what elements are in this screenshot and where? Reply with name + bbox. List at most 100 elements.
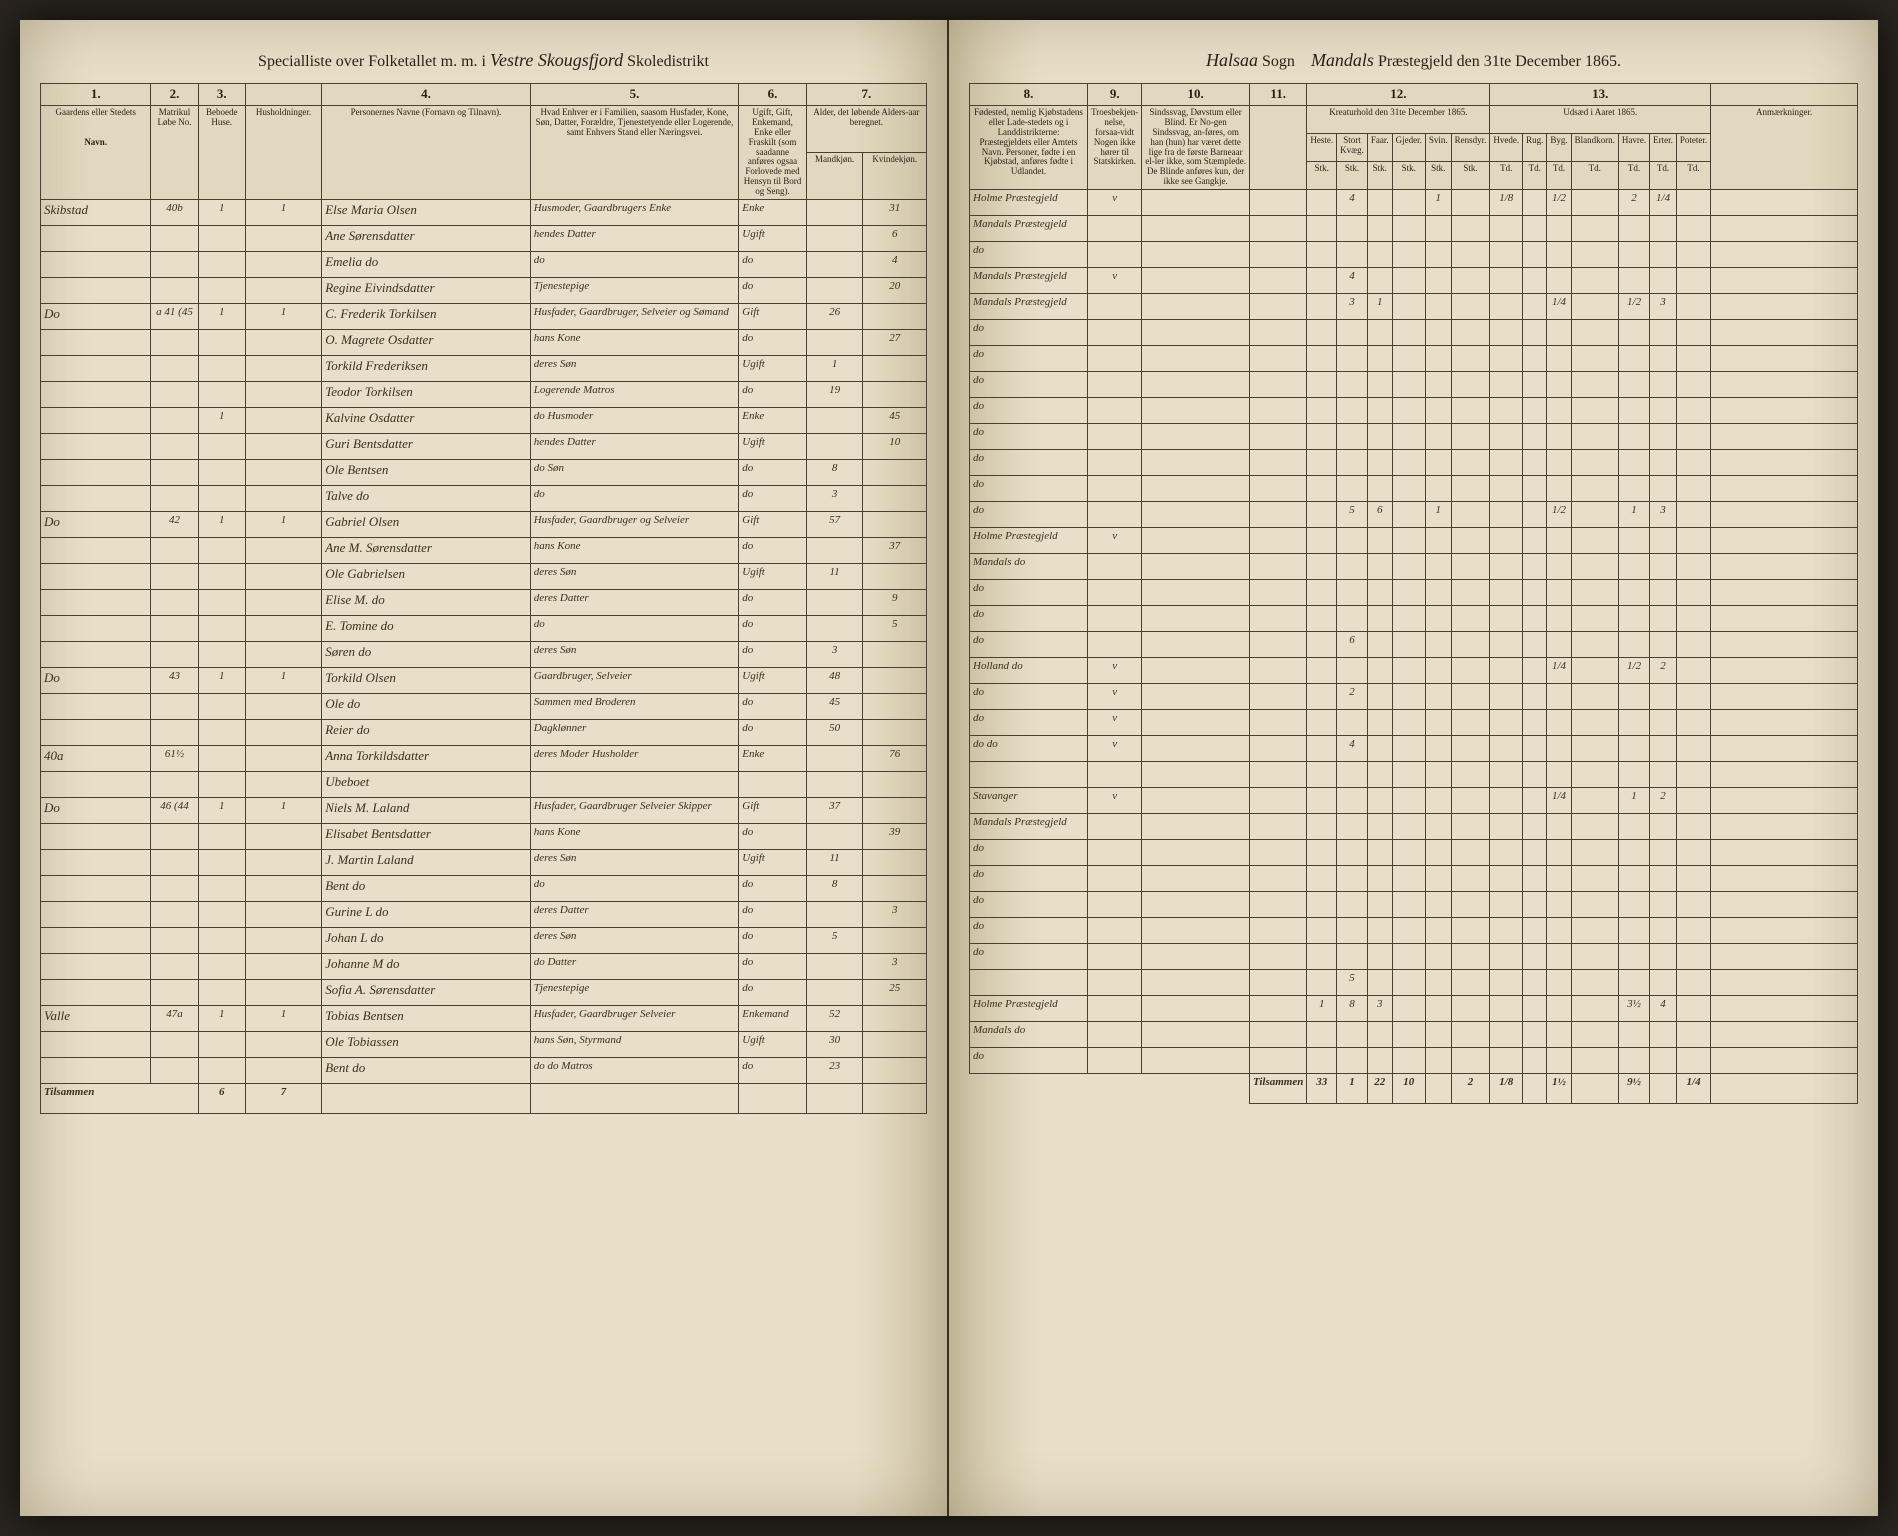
fs5 (1650, 1074, 1677, 1104)
cell-seed-3 (1571, 658, 1618, 684)
cell-live-0 (1307, 606, 1337, 632)
cell-hus: 1 (198, 200, 245, 226)
cell-relig (1088, 372, 1142, 398)
cell-name: Else Maria Olsen (322, 200, 531, 226)
cell-seed-1 (1523, 814, 1547, 840)
cell-seed-4: 1/2 (1618, 658, 1649, 684)
cell-live-4 (1425, 320, 1451, 346)
table-row: Ole Tobiassenhans Søn, StyrmandUgift30 (41, 1032, 927, 1058)
table-row: Emelia dododo4 (41, 252, 927, 278)
cell-hh (245, 538, 321, 564)
cell-remark (1711, 268, 1858, 294)
cell-birth: do (970, 866, 1088, 892)
cell-live-3 (1392, 554, 1425, 580)
cell-remark (1711, 996, 1858, 1022)
cell-seed-4 (1618, 346, 1649, 372)
cell-live-3 (1392, 190, 1425, 216)
cell-relig (1088, 1022, 1142, 1048)
cell-marital: do (739, 642, 806, 668)
cell-relig (1088, 840, 1142, 866)
fl3: 10 (1392, 1074, 1425, 1104)
cell-age_f (863, 798, 927, 824)
cell-remark (1711, 788, 1858, 814)
cell-seed-1 (1523, 606, 1547, 632)
cell-live-1 (1337, 346, 1368, 372)
cell-seed-3 (1571, 554, 1618, 580)
cell-seed-1 (1523, 528, 1547, 554)
title-preste: Præstegjeld den 31te December 1865. (1378, 53, 1621, 70)
hdr-seed: Udsæd i Aaret 1865. (1490, 106, 1711, 134)
cell-seed-5 (1650, 476, 1677, 502)
cell-live-3 (1392, 502, 1425, 528)
cell-live-5 (1451, 944, 1490, 970)
cell-lobe: a 41 (45 (151, 304, 198, 330)
cell-disease (1142, 710, 1250, 736)
cell-stand: deres Søn (530, 928, 739, 954)
cell-seed-2: 1/4 (1547, 658, 1571, 684)
cell-hus (198, 1032, 245, 1058)
cell-live-1 (1337, 1048, 1368, 1074)
cell-seed-5 (1650, 892, 1677, 918)
cell-name: Johan L do (322, 928, 531, 954)
cell-lobe (151, 772, 198, 798)
cell-lobe (151, 876, 198, 902)
cell-relig (1088, 424, 1142, 450)
cell-name: Ubeboet (322, 772, 531, 798)
cell-live-4 (1425, 684, 1451, 710)
cell-seed-5 (1650, 866, 1677, 892)
cell-name: Ole Gabrielsen (322, 564, 531, 590)
cell-stand: deres Moder Husholder (530, 746, 739, 772)
cell-live-3 (1392, 346, 1425, 372)
hdr-live-0: Heste. (1307, 134, 1337, 162)
cell-hh (245, 980, 321, 1006)
cell-live-3 (1392, 970, 1425, 996)
cell-lobe (151, 434, 198, 460)
cell-remark (1711, 1048, 1858, 1074)
cell-live-3 (1392, 372, 1425, 398)
table-row: Gurine L doderes Datterdo3 (41, 902, 927, 928)
colnum-row-right: 8. 9. 10. 11. 12. 13. (970, 84, 1858, 106)
cell-age_m: 1 (806, 356, 863, 382)
cell-name: Ane M. Sørensdatter (322, 538, 531, 564)
cell-seed-2 (1547, 268, 1571, 294)
cell-age_m: 5 (806, 928, 863, 954)
cell-lobe (151, 720, 198, 746)
cell-live-2: 6 (1367, 502, 1392, 528)
cell-live-1 (1337, 814, 1368, 840)
cell-marital: Ugift (739, 356, 806, 382)
cell-hh (245, 746, 321, 772)
title-print-1: Specialliste over Folketallet m. m. i (258, 53, 486, 70)
cell-live-4 (1425, 268, 1451, 294)
cell-age_f: 39 (863, 824, 927, 850)
fl0: 33 (1307, 1074, 1337, 1104)
cell-hus (198, 616, 245, 642)
cell-age_f (863, 642, 927, 668)
cell-hh (245, 720, 321, 746)
col-8: 8. (970, 84, 1088, 106)
cell-live-5 (1451, 476, 1490, 502)
cell-seed-1 (1523, 372, 1547, 398)
cell-disease (1142, 424, 1250, 450)
hdr-live-5: Rensdyr. (1451, 134, 1490, 162)
cell-seed-6 (1676, 528, 1710, 554)
cell-live-4 (1425, 398, 1451, 424)
table-row: Ane Sørensdatterhendes DatterUgift6 (41, 226, 927, 252)
cell-hus (198, 694, 245, 720)
cell-seed-6 (1676, 996, 1710, 1022)
cell-relig (1088, 346, 1142, 372)
cell-relig (1088, 814, 1142, 840)
cell-name: Regine Eivindsdatter (322, 278, 531, 304)
cell-seed-0 (1490, 346, 1523, 372)
cell-live-1 (1337, 606, 1368, 632)
cell-live-0 (1307, 424, 1337, 450)
cell-live-5 (1451, 632, 1490, 658)
fs0: 1/8 (1490, 1074, 1523, 1104)
cell-hh (245, 1058, 321, 1084)
cell-seed-5 (1650, 372, 1677, 398)
cell-seed-6 (1676, 580, 1710, 606)
table-row: do (970, 372, 1858, 398)
cell-place (41, 434, 151, 460)
cell-marital: Ugift (739, 226, 806, 252)
cell-seed-2 (1547, 996, 1571, 1022)
cell-birth: Holme Præstegjeld (970, 190, 1088, 216)
